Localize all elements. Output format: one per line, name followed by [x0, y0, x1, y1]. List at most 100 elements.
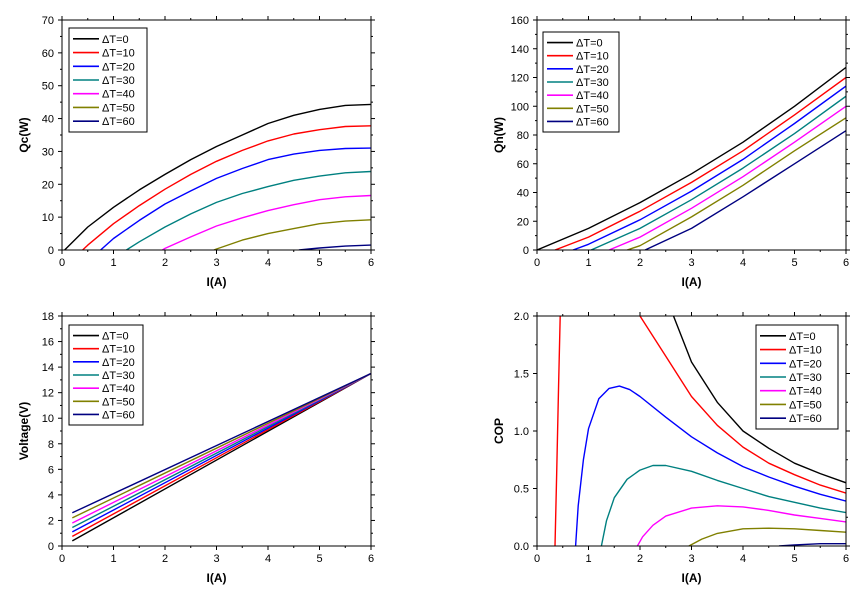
y-axis-label: Qh(W) [492, 117, 506, 153]
y-tick-label: 0 [48, 245, 54, 257]
legend-label: ΔT=30 [102, 75, 135, 87]
y-axis-label: COP [492, 418, 506, 444]
legend-label: ΔT=10 [102, 344, 135, 356]
x-tick-label: 0 [534, 553, 540, 565]
y-tick-label: 140 [511, 44, 529, 56]
series-line-dt60 [778, 543, 846, 546]
x-tick-label: 6 [843, 257, 849, 269]
x-tick-label: 1 [110, 553, 116, 565]
x-tick-label: 2 [162, 257, 168, 269]
y-tick-label: 160 [511, 15, 529, 27]
x-tick-label: 0 [59, 553, 65, 565]
y-axis-label: Qc(W) [17, 117, 31, 152]
series-line-dt30 [590, 95, 846, 250]
series-line-dt60 [298, 244, 371, 250]
y-tick-label: 6 [48, 464, 54, 476]
legend-label: ΔT=40 [789, 386, 822, 398]
series-line-dt20 [100, 147, 371, 250]
x-tick-label: 4 [740, 257, 746, 269]
series-line-dt20 [574, 385, 846, 546]
series-line-dt60 [72, 372, 371, 514]
chart-qc: 0 1 2 3 4 5 6010203040506070I(A)Qc(W)ΔT=0ΔT=10… [17, 15, 375, 289]
chart-cop: 0 1 2 3 4 5 60.00.51.01.52.0I(A)COPΔT=0ΔT=10ΔT… [492, 311, 850, 585]
legend-label: ΔT=30 [102, 370, 135, 382]
y-tick-label: 10 [42, 413, 54, 425]
y-tick-label: 40 [517, 188, 529, 200]
y-tick-label: 120 [511, 73, 529, 85]
x-tick-label: 6 [368, 553, 374, 565]
x-tick-label: 0 [59, 257, 65, 269]
x-tick-label: 6 [368, 257, 374, 269]
y-tick-label: 16 [42, 337, 54, 349]
y-tick-label: 30 [42, 146, 54, 158]
x-axis-label: I(A) [682, 275, 702, 289]
series-line-dt30 [126, 170, 371, 250]
y-tick-label: 14 [42, 362, 54, 374]
y-tick-label: 1.0 [514, 426, 529, 438]
y-tick-label: 80 [517, 130, 529, 142]
legend-label: ΔT=50 [102, 396, 135, 408]
x-tick-label: 0 [534, 257, 540, 269]
series-line-dt60 [644, 130, 846, 250]
x-axis-label: I(A) [207, 275, 227, 289]
legend-label: ΔT=60 [102, 116, 135, 128]
x-tick-label: 2 [637, 257, 643, 269]
series-line-dt40 [71, 372, 371, 524]
legend-label: ΔT=40 [576, 90, 609, 102]
legend-label: ΔT=50 [576, 103, 609, 115]
y-tick-label: 2.0 [514, 311, 529, 323]
y-tick-label: 0 [48, 541, 54, 553]
legend-label: ΔT=0 [102, 34, 129, 46]
x-tick-label: 1 [110, 257, 116, 269]
series-group [554, 316, 846, 546]
legend-label: ΔT=60 [576, 116, 609, 128]
x-tick-label: 4 [265, 553, 271, 565]
legend-label: ΔT=30 [789, 372, 822, 384]
series-group [64, 103, 371, 250]
legend-label: ΔT=10 [576, 51, 609, 63]
y-axis-label: Voltage(V) [17, 402, 31, 460]
x-tick-label: 1 [585, 257, 591, 269]
y-tick-label: 40 [42, 114, 54, 126]
series-line-dt50 [626, 117, 846, 250]
x-tick-label: 4 [740, 553, 746, 565]
x-tick-label: 1 [585, 553, 591, 565]
y-tick-label: 0.0 [514, 541, 529, 553]
legend-label: ΔT=0 [576, 38, 603, 50]
chart-qh: 0 1 2 3 4 5 6020406080100120140160I(A)Qh(W)ΔT=… [492, 15, 850, 289]
series-line-dt40 [608, 105, 846, 250]
series-group [71, 372, 371, 542]
legend-label: ΔT=20 [102, 61, 135, 73]
y-tick-label: 70 [42, 15, 54, 27]
series-group [537, 66, 846, 250]
x-tick-label: 3 [213, 257, 219, 269]
series-line-dt20 [572, 85, 846, 250]
legend-label: ΔT=60 [789, 413, 822, 425]
y-tick-label: 50 [42, 81, 54, 93]
y-tick-label: 1.5 [514, 369, 529, 381]
legend-label: ΔT=50 [102, 102, 135, 114]
y-tick-label: 20 [517, 216, 529, 228]
x-tick-label: 3 [213, 553, 219, 565]
x-tick-label: 2 [637, 553, 643, 565]
series-line-dt0 [672, 316, 846, 484]
x-tick-label: 5 [316, 553, 322, 565]
series-line-dt0 [64, 103, 371, 250]
y-tick-label: 60 [42, 48, 54, 60]
y-tick-label: 2 [48, 515, 54, 527]
x-tick-label: 2 [162, 553, 168, 565]
chart-voltage: 0 1 2 3 4 5 6024681012141618I(A)Voltage(V)ΔT=0… [17, 311, 375, 585]
series-line-dt50 [688, 527, 846, 546]
series-line-dt50 [213, 219, 371, 250]
legend-label: ΔT=20 [576, 64, 609, 76]
x-tick-label: 3 [688, 553, 694, 565]
y-tick-label: 12 [42, 388, 54, 400]
x-tick-label: 4 [265, 257, 271, 269]
legend-label: ΔT=40 [102, 89, 135, 101]
y-tick-label: 10 [42, 212, 54, 224]
series-line-dt50 [71, 372, 371, 519]
series-line-dt10 [82, 125, 371, 250]
